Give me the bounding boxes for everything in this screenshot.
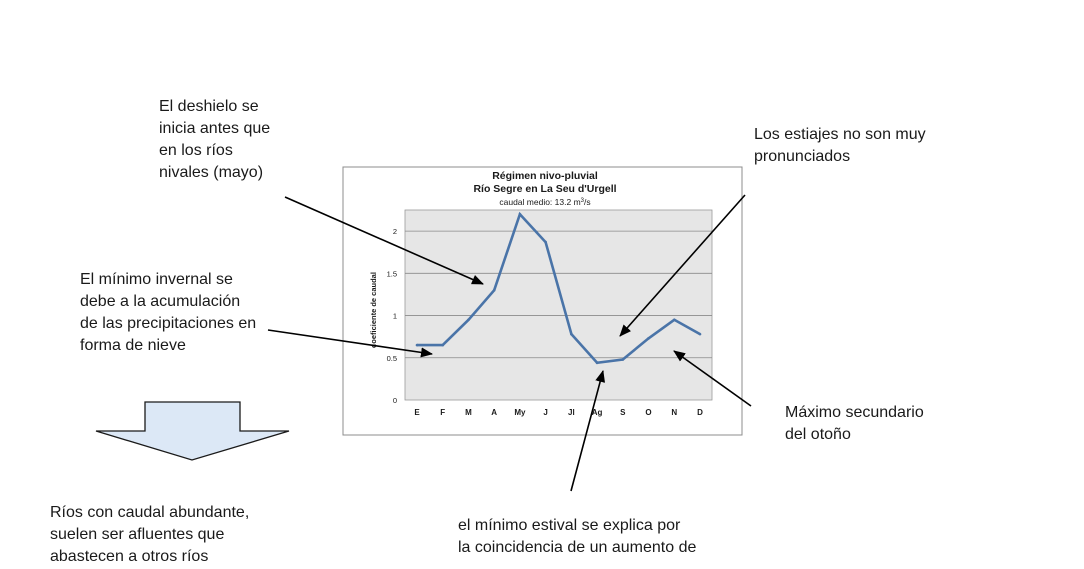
x-tick-label: My — [514, 408, 526, 417]
data-point — [570, 332, 573, 336]
chart-subtitle: Río Segre en La Seu d'Urgell — [473, 183, 616, 195]
note-estiajes: Los estiajes no son muy pronunciados — [754, 124, 926, 168]
x-tick-label: J — [543, 408, 547, 417]
note-minimo-estival-line: el mínimo estival se explica por — [458, 517, 681, 534]
note-deshielo-line: El deshielo se — [159, 98, 259, 115]
note-minimo-estival: el mínimo estival se explica por la coin… — [458, 515, 696, 559]
data-point — [415, 343, 419, 347]
arrow-minimo-estival — [570, 370, 605, 492]
y-tick-label: 2 — [393, 227, 397, 236]
note-deshielo-line: nivales (mayo) — [159, 164, 264, 181]
arrow-deshielo — [284, 196, 484, 285]
chart-caption-sup: 3 — [581, 198, 585, 204]
data-point — [595, 361, 599, 365]
note-rios-caudal-line: suelen ser afluentes que — [50, 526, 225, 543]
data-point — [647, 337, 650, 340]
y-tick-label: 0.5 — [387, 354, 397, 363]
note-deshielo-line: inicia antes que — [159, 120, 271, 137]
note-deshielo-line: en los ríos — [159, 142, 233, 159]
chart-caption-unit: /s — [584, 197, 591, 207]
note-rios-caudal: Ríos con caudal abundante, suelen ser af… — [50, 502, 249, 568]
x-tick-label: D — [697, 408, 703, 417]
y-tick-label: 0 — [393, 396, 397, 405]
y-axis-ticks: 0 0.5 1 1.5 2 — [387, 227, 397, 405]
data-point — [621, 358, 625, 361]
note-minimo-invernal-line: debe a la acumulación — [80, 293, 241, 310]
arrow-estiajes — [619, 194, 746, 337]
note-minimo-estival-line: la coincidencia de un aumento de — [458, 539, 697, 556]
chart-title: Régimen nivo-pluvial — [492, 170, 598, 182]
data-point — [698, 332, 702, 336]
x-tick-label: E — [414, 408, 420, 417]
y-axis-label: coeficiente de caudal — [369, 272, 378, 348]
chart-caption: caudal medio: 13.2 m3/s — [499, 197, 590, 207]
x-tick-label: S — [620, 408, 626, 417]
note-maximo-secundario-line: Máximo secundario — [785, 404, 924, 421]
series-line — [417, 211, 701, 365]
data-point — [672, 318, 676, 322]
data-point — [544, 240, 547, 244]
note-deshielo: El deshielo se inicia antes que en los r… — [159, 96, 270, 184]
note-rios-caudal-line: Ríos con caudal abundante, — [50, 504, 250, 521]
data-point — [467, 318, 470, 322]
plot-area — [404, 209, 713, 401]
note-minimo-invernal-line: de las precipitaciones en — [80, 315, 257, 332]
data-point — [441, 343, 445, 347]
x-tick-label: A — [491, 408, 497, 417]
block-down-arrow — [95, 401, 290, 461]
y-tick-label: 1 — [393, 312, 397, 321]
x-tick-label: F — [440, 408, 445, 417]
arrow-maximo-secundario — [673, 350, 752, 407]
grid-lines — [405, 230, 712, 359]
x-tick-label: Jl — [568, 408, 575, 417]
x-tick-label: N — [671, 408, 677, 417]
chart-caption-main: caudal medio: 13.2 m — [499, 197, 580, 207]
x-axis-ticks: E F M A My J Jl Ag S O N D — [414, 408, 703, 417]
arrow-minimo-invernal — [267, 329, 433, 358]
data-point — [518, 212, 522, 216]
note-minimo-invernal: El mínimo invernal se debe a la acumulac… — [80, 269, 256, 357]
data-point — [492, 288, 496, 292]
note-maximo-secundario-line: del otoño — [785, 426, 851, 443]
series-layer — [415, 211, 702, 365]
note-estiajes-line: pronunciados — [754, 148, 851, 165]
chart: Régimen nivo-pluvial Río Segre en La Seu… — [342, 166, 743, 436]
x-tick-label: O — [645, 408, 651, 417]
x-tick-label: M — [465, 408, 472, 417]
y-tick-label: 1.5 — [387, 269, 397, 278]
x-tick-label: Ag — [592, 408, 603, 417]
note-maximo-secundario: Máximo secundario del otoño — [785, 402, 924, 446]
note-minimo-invernal-line: forma de nieve — [80, 337, 186, 354]
note-rios-caudal-line: abastecen a otros ríos — [50, 548, 209, 565]
note-estiajes-line: Los estiajes no son muy — [754, 126, 926, 143]
note-minimo-invernal-line: El mínimo invernal se — [80, 271, 233, 288]
